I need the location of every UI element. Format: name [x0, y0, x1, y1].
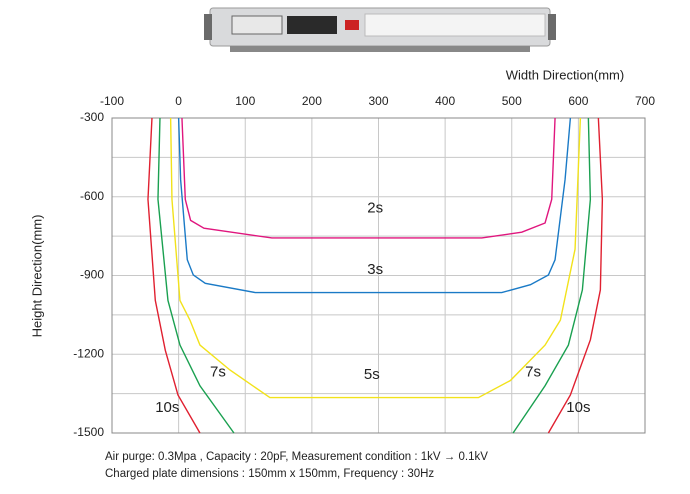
annotation: 10s — [566, 399, 590, 416]
y-tick-label: -1200 — [73, 346, 104, 360]
y-axis-label: Height Direction(mm) — [29, 215, 44, 338]
device-image — [204, 7, 556, 52]
y-tick-label: -1500 — [73, 425, 104, 439]
x-tick-label: 500 — [502, 94, 522, 108]
y-tick-label: -600 — [80, 189, 104, 203]
series-line — [157, 117, 592, 434]
x-tick-label: 0 — [175, 94, 182, 108]
series-line — [169, 117, 582, 399]
x-tick-label: 300 — [368, 94, 388, 108]
annotation: 2s — [367, 200, 383, 217]
note: Air purge: 0.3Mpa , Capacity : 20pF, Mea… — [105, 451, 488, 463]
annotation: 10s — [155, 399, 179, 416]
annotation: 5s — [364, 366, 380, 383]
annotation: 7s — [525, 364, 541, 381]
x-tick-label: 400 — [435, 94, 455, 108]
x-tick-label: 100 — [235, 94, 255, 108]
x-tick-label: 700 — [635, 94, 655, 108]
note: Charged plate dimensions : 150mm x 150mm… — [105, 468, 434, 480]
x-tick-label: -100 — [100, 94, 124, 108]
plot-border — [111, 117, 646, 434]
series-line — [147, 117, 604, 434]
x-axis-label: Width Direction(mm) — [506, 67, 624, 82]
series-line — [177, 117, 572, 294]
y-tick-label: -300 — [80, 110, 104, 124]
annotation: 3s — [367, 261, 383, 278]
x-tick-label: 600 — [568, 94, 588, 108]
annotation: 7s — [210, 364, 226, 381]
x-tick-label: 200 — [302, 94, 322, 108]
series-line — [181, 117, 556, 239]
y-tick-label: -900 — [80, 268, 104, 282]
